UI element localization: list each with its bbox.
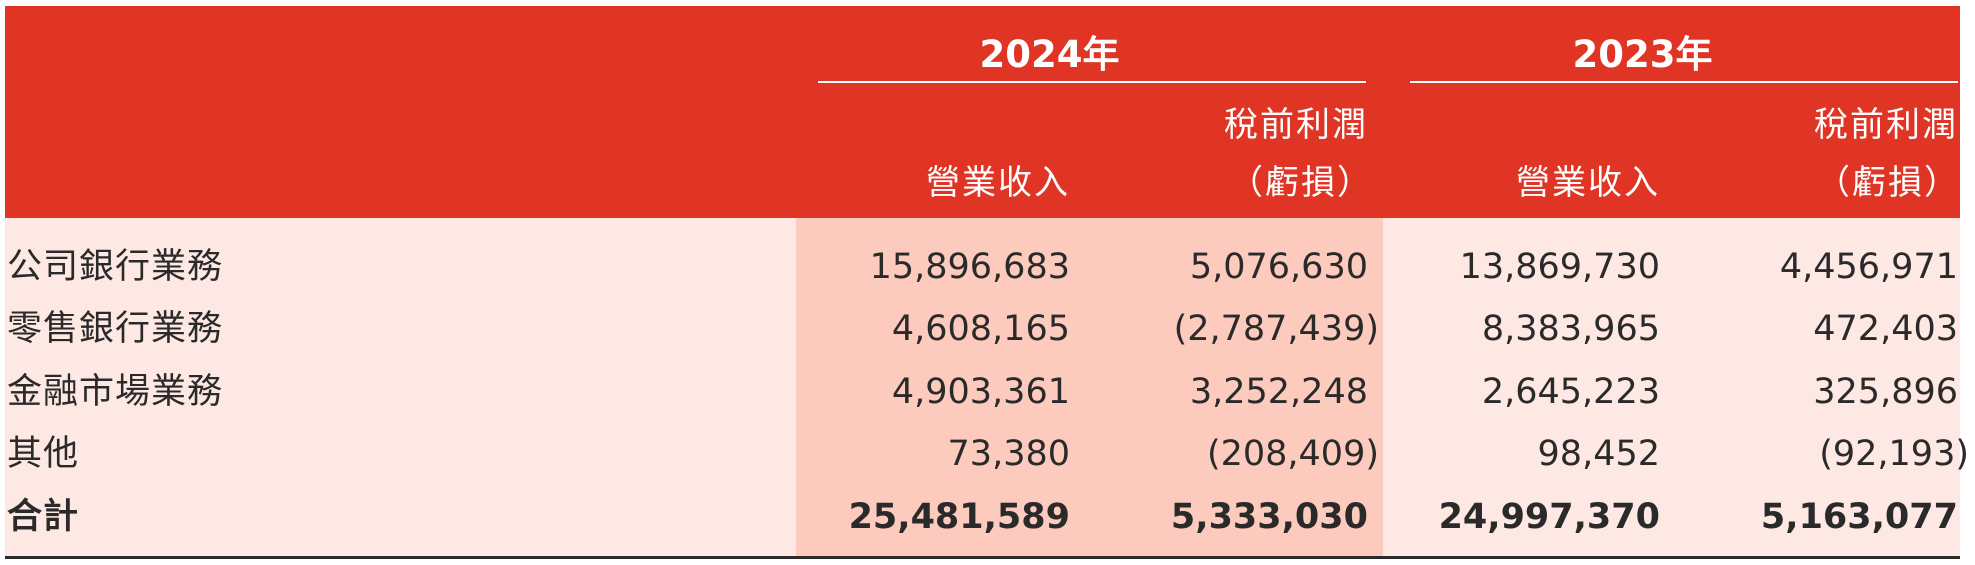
total-revenue-2023: 24,997,370 xyxy=(1438,497,1660,537)
cell-revenue-2024: 73,380 xyxy=(947,434,1070,474)
cell-profit-2024: 3,252,248 xyxy=(1189,372,1368,412)
col-profit-2023-line1: 稅前利潤 xyxy=(1814,105,1958,145)
row-label: 金融市場業務 xyxy=(7,372,224,412)
year-2023-underline xyxy=(1410,81,1958,83)
row-label: 其他 xyxy=(7,434,80,474)
cell-profit-2024: 5,076,630 xyxy=(1189,247,1368,287)
table-header: 2024年 2023年 營業收入 稅前利潤 （虧損） 營業收入 稅前利潤 （虧損… xyxy=(5,6,1960,218)
cell-revenue-2024: 15,896,683 xyxy=(869,247,1070,287)
row-label: 公司銀行業務 xyxy=(7,247,224,287)
table-row: 公司銀行業務 15,896,683 5,076,630 13,869,730 4… xyxy=(5,236,1960,298)
year-2023-heading: 2023年 xyxy=(1572,33,1713,76)
col-profit-2024-line1: 稅前利潤 xyxy=(1224,105,1368,145)
table-row: 金融市場業務 4,903,361 3,252,248 2,645,223 325… xyxy=(5,361,1960,423)
col-profit-2023-line2: （虧損） xyxy=(1816,163,1960,203)
table-body: 公司銀行業務 15,896,683 5,076,630 13,869,730 4… xyxy=(5,218,1969,558)
cell-profit-2023: 472,403 xyxy=(1813,309,1958,349)
row-label: 零售銀行業務 xyxy=(7,309,224,349)
col-profit-2024-line2: （虧損） xyxy=(1229,163,1373,203)
total-revenue-2024: 25,481,589 xyxy=(848,497,1070,537)
bottom-rule xyxy=(5,556,1960,559)
cell-profit-2024: (2,787,439) xyxy=(1173,309,1379,349)
cell-revenue-2024: 4,903,361 xyxy=(891,372,1070,412)
total-profit-2024: 5,333,030 xyxy=(1170,497,1368,537)
total-profit-2023: 5,163,077 xyxy=(1760,497,1958,537)
year-2024-underline xyxy=(818,81,1366,83)
col-revenue-2024: 營業收入 xyxy=(926,163,1070,203)
table-row: 零售銀行業務 4,608,165 (2,787,439) 8,383,965 4… xyxy=(5,298,1960,360)
cell-profit-2023: (92,193) xyxy=(1819,434,1969,474)
cell-revenue-2023: 98,452 xyxy=(1537,434,1660,474)
table-row: 其他 73,380 (208,409) 98,452 (92,193) xyxy=(5,423,1969,485)
year-2024-heading: 2024年 xyxy=(979,33,1120,76)
cell-profit-2024: (208,409) xyxy=(1206,434,1379,474)
cell-revenue-2023: 13,869,730 xyxy=(1459,247,1660,287)
total-label: 合計 xyxy=(7,497,80,537)
col-revenue-2023: 營業收入 xyxy=(1516,163,1660,203)
cell-profit-2023: 325,896 xyxy=(1813,372,1958,412)
highlight-band-2024 xyxy=(796,218,1383,558)
cell-revenue-2023: 2,645,223 xyxy=(1481,372,1660,412)
total-row: 合計 25,481,589 5,333,030 24,997,370 5,163… xyxy=(5,486,1960,548)
cell-revenue-2023: 8,383,965 xyxy=(1481,309,1660,349)
cell-revenue-2024: 4,608,165 xyxy=(891,309,1070,349)
cell-profit-2023: 4,456,971 xyxy=(1779,247,1958,287)
